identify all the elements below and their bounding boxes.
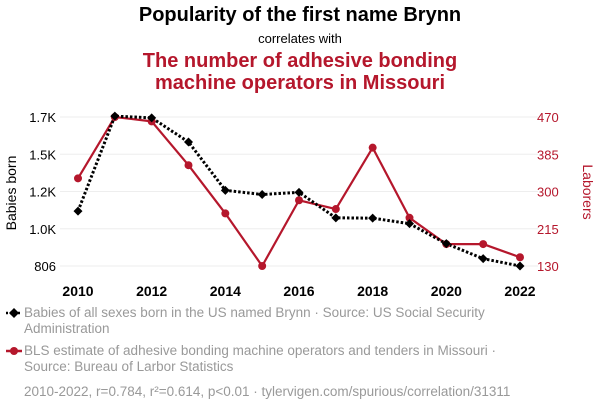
left-tick-label: 1.2K xyxy=(29,185,56,200)
legend-text-laborers-line1: BLS estimate of adhesive bonding machine… xyxy=(24,343,497,358)
data-point-circle xyxy=(479,240,488,249)
connector-text: correlates with xyxy=(258,31,342,46)
x-tick-label: 2018 xyxy=(357,283,388,299)
legend: Babies of all sexes born in the US named… xyxy=(6,305,596,381)
footer-stats: 2010-2022, r=0.784, r²=0.614, p<0.01 · t… xyxy=(24,384,511,399)
left-tick-label: 1.5K xyxy=(29,147,56,162)
x-tick-label: 2012 xyxy=(136,283,167,299)
data-point-diamond xyxy=(368,213,378,223)
series-markers xyxy=(73,111,525,271)
chart-titles: Popularity of the first name Brynn corre… xyxy=(0,0,600,94)
line-chart: Babies born Laborers 1.7K 470 1.5K 385 1.2K 3… xyxy=(3,110,596,299)
x-tick-label: 2020 xyxy=(431,283,462,299)
left-tick-label: 806 xyxy=(34,259,56,274)
data-point-diamond xyxy=(331,213,341,223)
data-point-diamond xyxy=(257,190,267,199)
chart-subtitle: The number of adhesive bonding machine o… xyxy=(0,50,600,94)
chart-title: Popularity of the first name Brynn xyxy=(138,4,462,26)
data-point-diamond xyxy=(294,187,304,197)
data-point-circle xyxy=(331,205,340,214)
data-point-circle xyxy=(368,143,377,152)
data-point-circle xyxy=(295,196,303,205)
data-point-circle xyxy=(258,262,267,270)
legend-marker-dotted-diamond xyxy=(6,308,22,318)
x-tick-label: 2022 xyxy=(504,283,535,299)
legend-item-laborers: BLS estimate of adhesive bonding machine… xyxy=(6,343,596,375)
data-point-diamond xyxy=(220,185,230,195)
x-tick-label: 2010 xyxy=(62,283,93,299)
subtitle-line-2: machine operators in Missouri xyxy=(154,72,446,94)
data-point-diamond xyxy=(478,254,488,264)
x-tick-label: 2016 xyxy=(283,283,314,299)
left-tick-label: 1.7K xyxy=(29,110,56,125)
data-point-circle xyxy=(405,213,414,222)
legend-text-babies-line2: Administration xyxy=(24,321,110,336)
right-tick-label: 215 xyxy=(537,222,559,237)
right-tick-label: 130 xyxy=(537,259,559,274)
data-point-diamond xyxy=(110,111,120,121)
left-axis-label: Babies born xyxy=(3,156,19,231)
right-tick-label: 385 xyxy=(537,147,559,162)
data-point-diamond xyxy=(73,206,83,216)
data-point-circle xyxy=(221,209,230,218)
subtitle-line-1: The number of adhesive bonding xyxy=(142,50,458,72)
data-point-diamond xyxy=(515,261,525,271)
data-point-diamond xyxy=(184,137,193,147)
data-point-circle xyxy=(184,161,193,170)
right-axis-label: Laborers xyxy=(580,164,596,219)
left-tick-label: 1.0K xyxy=(29,222,56,237)
legend-text-babies-line1: Babies of all sexes born in the US named… xyxy=(24,305,485,320)
x-tick-label: 2014 xyxy=(210,283,241,299)
data-point-circle xyxy=(516,253,524,262)
data-point-diamond xyxy=(441,239,451,249)
data-point-diamond xyxy=(147,113,157,123)
right-tick-label: 470 xyxy=(537,110,559,125)
axis-ticks: 1.7K 470 1.5K 385 1.2K 300 1.0K 215 806 130 2010 20… xyxy=(29,110,558,299)
data-point-diamond xyxy=(405,219,414,229)
legend-text-laborers-line2: Source: Bureau of Larbor Statistics xyxy=(24,359,234,374)
legend-item-babies: Babies of all sexes born in the US named… xyxy=(6,305,596,337)
legend-marker-red-circle xyxy=(6,347,22,355)
data-point-circle xyxy=(74,174,82,183)
right-tick-label: 300 xyxy=(537,185,559,200)
